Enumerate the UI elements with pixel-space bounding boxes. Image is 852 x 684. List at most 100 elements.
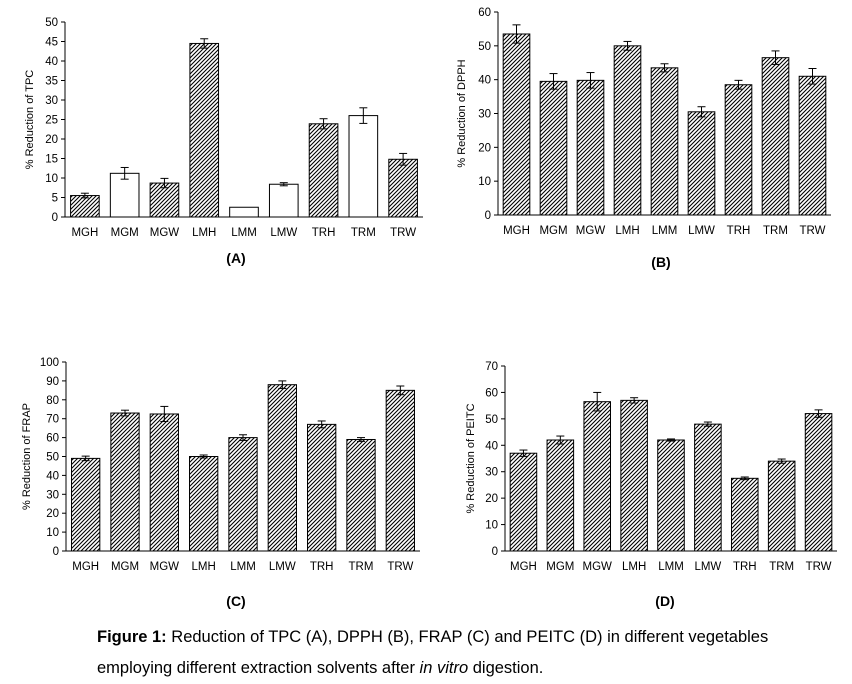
- x-tick-label: MGM: [111, 227, 139, 239]
- x-tick-label: MGM: [539, 225, 567, 237]
- caption-italic: in vitro: [419, 659, 469, 677]
- panel-label: (A): [226, 250, 245, 266]
- x-tick-label: TRH: [310, 561, 334, 573]
- y-tick-label: 70: [485, 361, 498, 373]
- y-tick-label: 30: [46, 489, 59, 501]
- y-tick-label: 20: [485, 493, 498, 505]
- bar-trh: [307, 423, 337, 552]
- y-tick-label: 10: [46, 527, 59, 539]
- y-tick-label: 40: [45, 56, 58, 68]
- panel-label: (D): [655, 593, 674, 609]
- panel-label: (C): [226, 593, 245, 609]
- y-tick-label: 5: [52, 193, 58, 205]
- bar-trh: [730, 477, 759, 552]
- error-bar: [814, 409, 823, 418]
- x-tick-label: LMW: [694, 561, 721, 573]
- error-bar: [556, 435, 565, 445]
- x-tick-label: LMH: [622, 561, 646, 573]
- x-tick-label: MGH: [72, 561, 99, 573]
- bar-trh: [308, 123, 339, 218]
- y-axis-label: % Reduction of FRAP: [21, 403, 33, 510]
- error-bar: [121, 409, 129, 417]
- y-tick-label: 50: [485, 414, 498, 426]
- x-tick-label: TRM: [769, 561, 794, 573]
- y-tick-label: 15: [45, 154, 58, 166]
- x-tick-label: MGH: [503, 225, 530, 237]
- x-tick-label: MGH: [510, 561, 537, 573]
- x-tick-label: MGW: [150, 561, 180, 573]
- y-tick-label: 30: [45, 95, 58, 107]
- y-tick-label: 35: [45, 76, 58, 88]
- y-axis-label: % Reduction of DPPH: [456, 59, 468, 167]
- y-tick-label: 100: [40, 357, 59, 369]
- x-tick-label: LMW: [269, 561, 296, 573]
- x-tick-label: TRW: [800, 225, 826, 237]
- y-tick-label: 60: [485, 387, 498, 399]
- error-bar: [160, 177, 169, 189]
- error-bar: [808, 68, 817, 85]
- bar-trw: [388, 158, 418, 218]
- y-tick-label: 80: [46, 395, 59, 407]
- bar-lmw: [267, 384, 297, 552]
- error-bar: [630, 397, 639, 404]
- y-tick-label: 0: [492, 546, 498, 558]
- y-tick-label: 50: [45, 17, 58, 29]
- y-tick-label: 45: [45, 37, 58, 49]
- x-tick-label: MGW: [583, 561, 613, 573]
- error-bar: [660, 63, 669, 73]
- bar-lmh: [189, 42, 220, 218]
- error-bar: [239, 434, 247, 441]
- x-tick-label: TRW: [806, 561, 832, 573]
- error-bar: [519, 449, 528, 457]
- error-bar: [586, 72, 595, 89]
- x-tick-label: LMM: [658, 561, 684, 573]
- x-tick-label: LMM: [652, 225, 678, 237]
- error-bar: [740, 476, 749, 481]
- y-tick-label: 60: [46, 433, 59, 445]
- bar-trw: [804, 413, 833, 552]
- x-tick-label: TRM: [763, 225, 788, 237]
- error-bar: [396, 385, 405, 396]
- x-tick-label: LMH: [192, 561, 216, 573]
- x-tick-label: LMW: [688, 225, 715, 237]
- x-tick-label: MGW: [150, 227, 180, 239]
- error-bar: [319, 118, 328, 130]
- figure-caption: Figure 1: Reduction of TPC (A), DPPH (B)…: [97, 622, 837, 684]
- y-axis-label: % Reduction of PEITC: [465, 403, 477, 513]
- x-tick-label: LMM: [230, 561, 256, 573]
- error-bar: [777, 458, 786, 464]
- y-tick-label: 30: [485, 467, 498, 479]
- x-tick-label: LMW: [270, 227, 297, 239]
- bar-trm: [767, 460, 796, 552]
- bar-lmw: [268, 183, 299, 218]
- error-bar: [279, 182, 288, 187]
- x-tick-label: TRW: [387, 561, 413, 573]
- x-tick-label: MGH: [71, 227, 98, 239]
- bar-trw: [798, 75, 827, 216]
- error-bar: [317, 420, 326, 429]
- bar-lmm: [228, 437, 258, 552]
- y-tick-label: 20: [46, 508, 59, 520]
- x-tick-label: TRH: [727, 225, 751, 237]
- y-tick-label: 10: [485, 520, 498, 532]
- error-bar: [771, 50, 780, 65]
- error-bar: [399, 152, 408, 166]
- bar-mgw: [149, 413, 179, 552]
- bar-mgw: [576, 79, 605, 216]
- bar-lmw: [694, 423, 722, 552]
- x-tick-label: LMH: [192, 227, 216, 239]
- y-tick-label: 20: [45, 134, 58, 146]
- bar-lmm: [657, 439, 685, 552]
- bar-trm: [761, 57, 790, 216]
- y-tick-label: 60: [478, 7, 491, 19]
- x-tick-label: TRM: [351, 227, 376, 239]
- caption-text-end: digestion.: [468, 659, 544, 677]
- x-tick-label: MGW: [576, 225, 606, 237]
- error-bar: [81, 455, 90, 462]
- error-bar: [593, 391, 602, 412]
- x-tick-label: LMM: [231, 227, 257, 239]
- bar-trm: [348, 115, 379, 218]
- caption-text-start: Reduction of TPC (A), DPPH (B), FRAP (C)…: [97, 628, 769, 677]
- error-bar: [200, 38, 209, 49]
- bar-lmh: [613, 45, 642, 216]
